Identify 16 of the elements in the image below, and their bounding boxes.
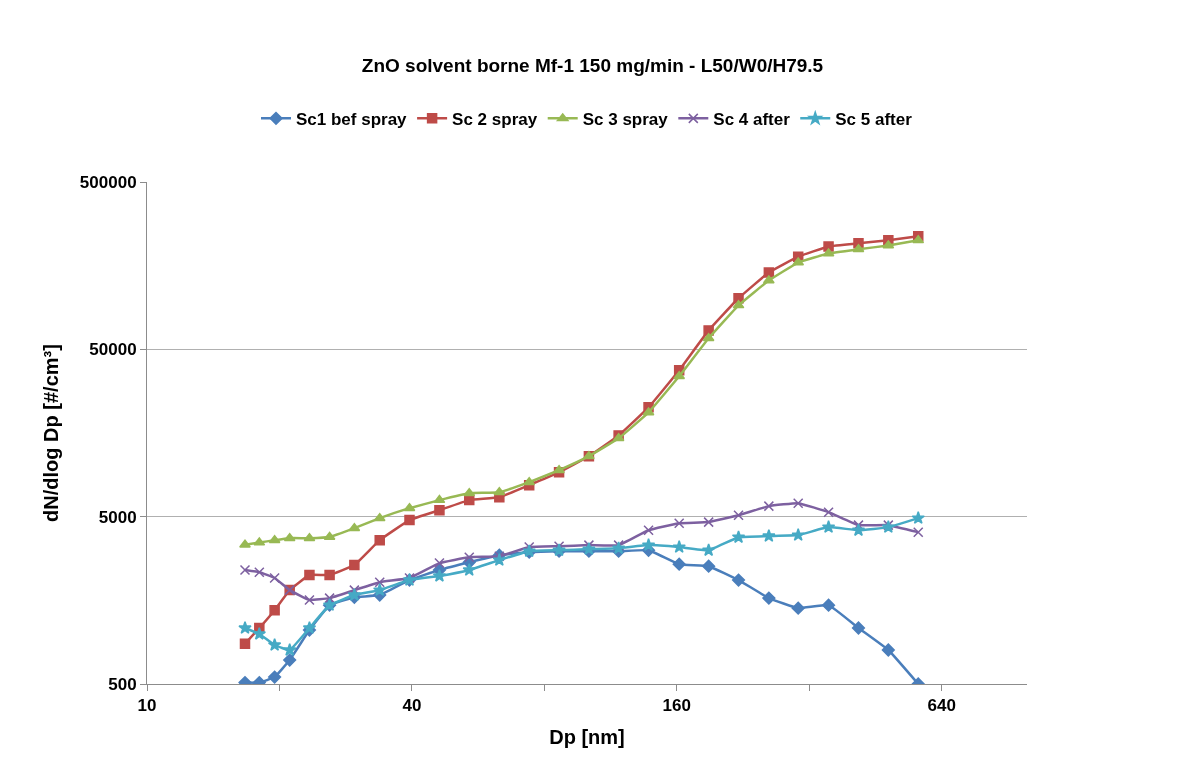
- x-axis-title: Dp [nm]: [549, 725, 625, 748]
- legend-label: Sc1 bef spray: [296, 110, 408, 129]
- legend-label: Sc 4 after: [713, 110, 791, 129]
- chart-title: ZnO solvent borne Mf-1 150 mg/min - L50/W0/H79.5: [361, 55, 824, 77]
- legend-label: Sc 2 spray: [452, 110, 538, 129]
- x-tick-label: 10: [137, 696, 157, 716]
- x-tick-label: 160: [662, 696, 691, 716]
- y-axis-title: dN/dlog Dp [#/cm³]: [40, 344, 63, 522]
- y-tick-label: 5000: [98, 507, 137, 527]
- x-tick-label: 40: [402, 696, 422, 716]
- y-tick-label: 500: [108, 674, 137, 694]
- y-tick-label: 50000: [89, 340, 137, 360]
- legend-label: Sc 3 spray: [582, 110, 669, 129]
- legend-label: Sc 5 after: [835, 110, 913, 129]
- x-tick-label: 640: [927, 696, 956, 716]
- y-tick-label: 500000: [79, 172, 137, 192]
